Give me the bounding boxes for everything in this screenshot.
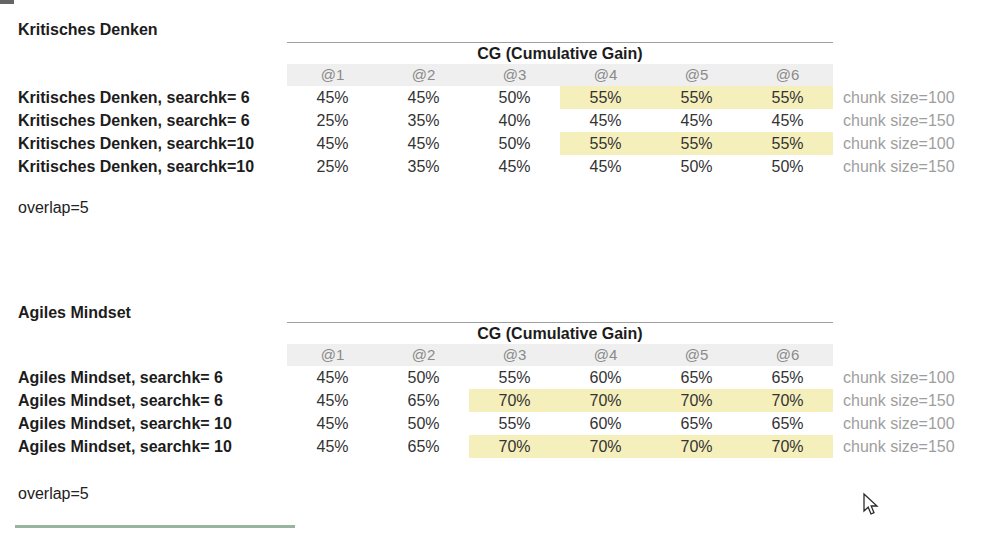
chunk-size-annotation: chunk size=100: [833, 366, 983, 389]
row-label-cell[interactable]: Agiles Mindset, searchk= 6: [18, 366, 287, 389]
green-divider-line: [15, 525, 295, 528]
value-cell[interactable]: 50%: [378, 412, 469, 435]
value-cell[interactable]: 45%: [378, 132, 469, 155]
value-cell[interactable]: 55%: [560, 132, 651, 155]
value-cell[interactable]: 45%: [287, 435, 378, 458]
table-group-header: CG (Cumulative Gain): [287, 42, 833, 64]
mouse-cursor-icon: [858, 492, 882, 518]
spacer-cell: [833, 322, 983, 344]
value-cell[interactable]: 45%: [560, 155, 651, 178]
spacer-cell: [833, 344, 983, 366]
value-cell[interactable]: 55%: [651, 132, 742, 155]
spacer-cell: [833, 64, 983, 86]
column-header-at1[interactable]: @1: [287, 64, 378, 86]
value-cell[interactable]: 50%: [378, 366, 469, 389]
column-header-at2[interactable]: @2: [378, 344, 469, 366]
value-cell[interactable]: 65%: [378, 435, 469, 458]
spacer-cell: [18, 322, 287, 344]
value-cell[interactable]: 70%: [469, 389, 560, 412]
value-cell[interactable]: 45%: [560, 109, 651, 132]
column-header-at5[interactable]: @5: [651, 344, 742, 366]
spacer-cell: [833, 42, 983, 64]
value-cell[interactable]: 70%: [469, 435, 560, 458]
value-cell[interactable]: 70%: [560, 435, 651, 458]
column-header-at3[interactable]: @3: [469, 64, 560, 86]
column-header-at4[interactable]: @4: [560, 64, 651, 86]
column-header-at6[interactable]: @6: [742, 344, 833, 366]
value-cell[interactable]: 45%: [287, 389, 378, 412]
value-cell[interactable]: 70%: [651, 435, 742, 458]
row-label-cell[interactable]: Kritisches Denken, searchk= 6: [18, 86, 287, 109]
column-header-at2[interactable]: @2: [378, 64, 469, 86]
spacer-cell: [18, 344, 287, 366]
value-cell[interactable]: 65%: [742, 412, 833, 435]
value-cell[interactable]: 65%: [378, 389, 469, 412]
value-cell[interactable]: 50%: [469, 132, 560, 155]
footnote-overlap-2[interactable]: overlap=5: [18, 484, 89, 504]
value-cell[interactable]: 55%: [742, 132, 833, 155]
value-cell[interactable]: 45%: [287, 86, 378, 109]
value-cell[interactable]: 65%: [651, 366, 742, 389]
value-cell[interactable]: 45%: [287, 412, 378, 435]
chunk-size-annotation: chunk size=150: [833, 109, 983, 132]
value-cell[interactable]: 25%: [287, 109, 378, 132]
value-cell[interactable]: 45%: [287, 366, 378, 389]
column-header-at5[interactable]: @5: [651, 64, 742, 86]
screen-edge-artifact: [0, 0, 14, 4]
column-header-at4[interactable]: @4: [560, 344, 651, 366]
spacer-cell: [18, 42, 287, 64]
value-cell[interactable]: 50%: [469, 86, 560, 109]
chunk-size-annotation: chunk size=100: [833, 86, 983, 109]
value-cell[interactable]: 35%: [378, 109, 469, 132]
row-label-cell[interactable]: Agiles Mindset, searchk= 6: [18, 389, 287, 412]
row-label-cell[interactable]: Kritisches Denken, searchk=10: [18, 155, 287, 178]
row-label-cell[interactable]: Agiles Mindset, searchk= 10: [18, 412, 287, 435]
value-cell[interactable]: 70%: [742, 435, 833, 458]
value-cell[interactable]: 55%: [560, 86, 651, 109]
value-cell[interactable]: 65%: [742, 366, 833, 389]
value-cell[interactable]: 45%: [651, 109, 742, 132]
value-cell[interactable]: 60%: [560, 366, 651, 389]
section-title-agiles-mindset[interactable]: Agiles Mindset: [18, 303, 131, 323]
row-label-cell[interactable]: Kritisches Denken, searchk=10: [18, 132, 287, 155]
section-title-kritisches-denken[interactable]: Kritisches Denken: [18, 20, 158, 40]
value-cell[interactable]: 45%: [287, 132, 378, 155]
value-cell[interactable]: 65%: [651, 412, 742, 435]
chunk-size-annotation: chunk size=100: [833, 412, 983, 435]
table-agiles-mindset: CG (Cumulative Gain)@1@2@3@4@5@6 Agiles M…: [18, 322, 983, 458]
row-label-cell[interactable]: Kritisches Denken, searchk= 6: [18, 109, 287, 132]
value-cell[interactable]: 70%: [560, 389, 651, 412]
value-cell[interactable]: 55%: [742, 86, 833, 109]
column-header-at6[interactable]: @6: [742, 64, 833, 86]
value-cell[interactable]: 70%: [651, 389, 742, 412]
row-label-cell[interactable]: Agiles Mindset, searchk= 10: [18, 435, 287, 458]
value-cell[interactable]: 35%: [378, 155, 469, 178]
table-group-header: CG (Cumulative Gain): [287, 322, 833, 344]
value-cell[interactable]: 45%: [742, 109, 833, 132]
table-kritisches-denken: CG (Cumulative Gain)@1@2@3@4@5@6 Kritisch…: [18, 42, 983, 178]
value-cell[interactable]: 55%: [469, 412, 560, 435]
column-header-at1[interactable]: @1: [287, 344, 378, 366]
footnote-overlap-1[interactable]: overlap=5: [18, 198, 89, 218]
value-cell[interactable]: 45%: [469, 155, 560, 178]
column-header-at3[interactable]: @3: [469, 344, 560, 366]
chunk-size-annotation: chunk size=150: [833, 389, 983, 412]
value-cell[interactable]: 40%: [469, 109, 560, 132]
value-cell[interactable]: 55%: [651, 86, 742, 109]
value-cell[interactable]: 60%: [560, 412, 651, 435]
value-cell[interactable]: 25%: [287, 155, 378, 178]
chunk-size-annotation: chunk size=150: [833, 435, 983, 458]
value-cell[interactable]: 50%: [742, 155, 833, 178]
value-cell[interactable]: 50%: [651, 155, 742, 178]
spacer-cell: [18, 64, 287, 86]
chunk-size-annotation: chunk size=150: [833, 155, 983, 178]
spreadsheet-view: Kritisches Denken CG (Cumulative Gain)@1…: [0, 0, 986, 541]
value-cell[interactable]: 55%: [469, 366, 560, 389]
value-cell[interactable]: 45%: [378, 86, 469, 109]
value-cell[interactable]: 70%: [742, 389, 833, 412]
chunk-size-annotation: chunk size=100: [833, 132, 983, 155]
